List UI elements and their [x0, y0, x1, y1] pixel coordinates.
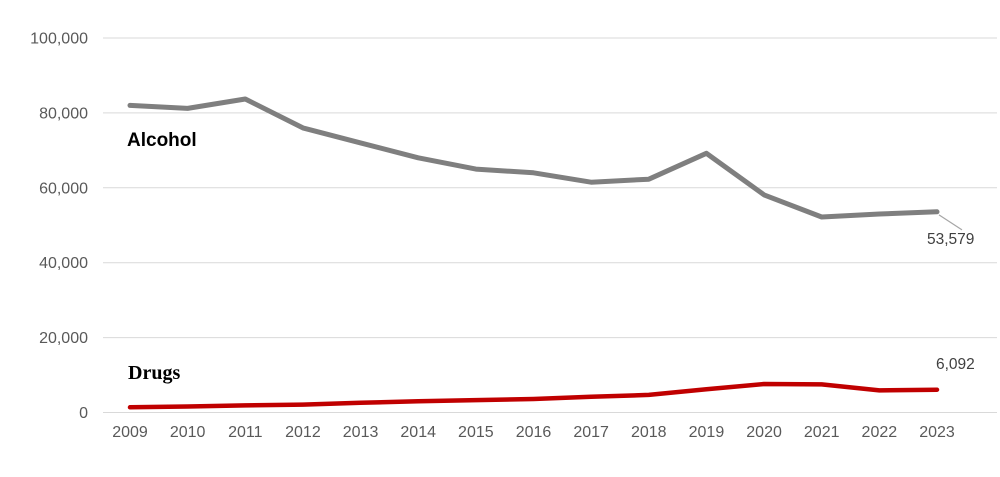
series-label-alcohol: Alcohol	[127, 130, 197, 151]
series-line-drugs	[127, 381, 940, 410]
x-axis-tick-label-2018: 2018	[631, 424, 667, 441]
x-axis-tick-label-2014: 2014	[400, 424, 436, 441]
y-axis-tick-label: 60,000	[39, 180, 88, 197]
x-axis-tick-label-2019: 2019	[689, 424, 725, 441]
x-axis-tick-label-2020: 2020	[746, 424, 782, 441]
y-axis-tick-label: 20,000	[39, 330, 88, 347]
x-axis-tick-label-2009: 2009	[112, 424, 148, 441]
data-label-alcohol-2023: 53,579	[927, 231, 975, 248]
data-label-drugs-2023: 6,092	[936, 356, 975, 373]
x-axis-tick-label-2023: 2023	[919, 424, 955, 441]
series-line-alcohol	[127, 96, 940, 220]
x-axis-tick-label-2017: 2017	[573, 424, 609, 441]
y-axis-tick-label: 40,000	[39, 255, 88, 272]
leader-line-alcohol-label	[938, 214, 963, 231]
x-axis-tick-label-2016: 2016	[516, 424, 552, 441]
x-axis-tick-label-2013: 2013	[343, 424, 379, 441]
series-label-drugs: Drugs	[128, 362, 181, 384]
x-axis-tick-label-2012: 2012	[285, 424, 321, 441]
x-axis-tick-label-2011: 2011	[228, 424, 263, 441]
x-axis-tick-label-2010: 2010	[170, 424, 206, 441]
x-axis-tick-label-2022: 2022	[862, 424, 898, 441]
x-axis-tick-label-2021: 2021	[804, 424, 840, 441]
y-axis-tick-label: 100,000	[30, 31, 88, 48]
y-axis-tick-label: 0	[79, 405, 88, 422]
x-axis-tick-label-2015: 2015	[458, 424, 494, 441]
y-axis-tick-label: 80,000	[39, 105, 88, 122]
